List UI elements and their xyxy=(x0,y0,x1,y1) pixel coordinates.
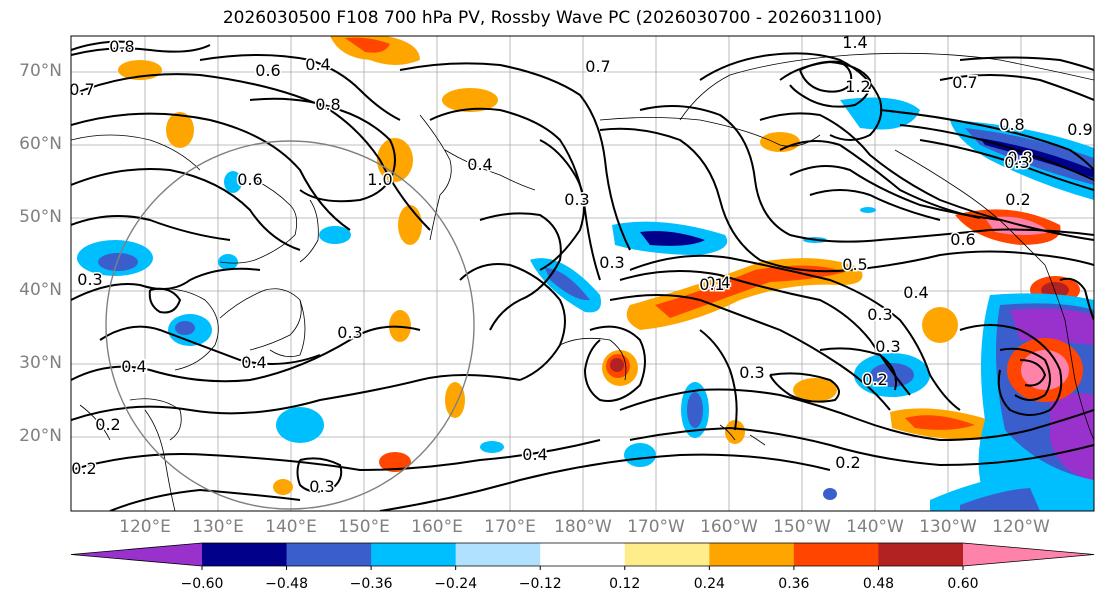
contour-label: 0.6 xyxy=(950,230,975,249)
contour-label: 0.5 xyxy=(842,255,867,274)
lat-label: 50°N xyxy=(19,207,62,227)
contour-label: 0.7 xyxy=(952,73,977,92)
lon-label: 120°E xyxy=(119,517,171,537)
coastlines xyxy=(79,52,1094,511)
contour-label: 0.3 xyxy=(337,323,362,342)
colorbar-tick-label: 0.60 xyxy=(947,576,979,592)
contour-label: 0.7 xyxy=(585,57,610,76)
colorbar-segment xyxy=(793,543,879,566)
colorbar-tick-label: −0.48 xyxy=(265,576,308,592)
colorbar-tick-label: 0.48 xyxy=(862,576,895,592)
contour-label: 0.8 xyxy=(1007,148,1032,167)
contour-label: 0.4 xyxy=(121,357,146,376)
colorbar-segment xyxy=(878,543,964,566)
contour-label: 0.6 xyxy=(255,61,280,80)
lon-label: 160°W xyxy=(700,517,758,537)
lon-label: 150°W xyxy=(773,517,831,537)
lon-label: 160°E xyxy=(411,517,463,537)
colorbar-segment xyxy=(709,543,795,566)
pv-contours xyxy=(71,40,1094,511)
contour-label: 0.3 xyxy=(309,477,334,496)
contour-label: 0.8 xyxy=(109,37,134,56)
contour-label: 0.4 xyxy=(305,55,330,74)
contour-label: 0.3 xyxy=(1004,153,1029,172)
contour-label: 0.8 xyxy=(999,115,1024,134)
lon-label: 130°W xyxy=(919,517,977,537)
great-circle-outline xyxy=(105,140,475,510)
colorbar-tick-label: −0.24 xyxy=(434,576,478,592)
lon-label: 170°W xyxy=(627,517,685,537)
colorbar-segment xyxy=(202,543,288,566)
colorbar-tick-label: 0.12 xyxy=(609,576,641,592)
lat-label: 70°N xyxy=(19,61,62,81)
contour-label: 1.0 xyxy=(367,170,392,189)
lat-label: 60°N xyxy=(19,134,62,154)
lat-label: 30°N xyxy=(19,353,62,373)
colorbar-segment xyxy=(624,543,710,566)
colorbar-segment xyxy=(286,543,372,566)
zero-contours xyxy=(71,134,627,441)
contour-label: 0.7 xyxy=(69,80,94,99)
lon-label: 130°E xyxy=(192,517,244,537)
colorbar-tick-label: −0.12 xyxy=(518,576,562,592)
lat-label: 40°N xyxy=(19,280,62,300)
contour-label: 1.4 xyxy=(842,33,867,52)
contour-labels: 0.80.6 0.40.80.70.71.41.20.70.8 0.90.80.30… xyxy=(68,32,1094,498)
contour-label: 0.2 xyxy=(71,459,96,478)
map-frame xyxy=(70,35,1095,512)
contour-label: 0.2 xyxy=(95,415,120,434)
contour-label: 0.1 xyxy=(699,275,724,294)
lon-label: 120°W xyxy=(992,517,1050,537)
contour-label: 0.3 xyxy=(875,337,900,356)
contour-label: 0.6 xyxy=(237,170,262,189)
colorbar-tick-label: 0.24 xyxy=(693,576,725,592)
contour-label: 0.8 xyxy=(315,95,340,114)
contour-label: 0.3 xyxy=(564,190,589,209)
colorbar-segment xyxy=(371,543,457,566)
contour-label: 0.3 xyxy=(867,305,892,324)
contour-label: 0.2 xyxy=(862,370,887,389)
lat-label: 20°N xyxy=(19,426,62,446)
contour-label: 0.3 xyxy=(739,363,764,382)
lon-label: 180°W xyxy=(554,517,612,537)
lon-label: 140°E xyxy=(265,517,317,537)
colorbar-tick-label: −0.36 xyxy=(349,576,393,592)
contour-label: 0.4 xyxy=(241,353,266,372)
contour-label: 0.2 xyxy=(1005,190,1030,209)
colorbar-segment xyxy=(455,543,541,566)
contour-label: 0.2 xyxy=(835,453,860,472)
lon-label: 150°E xyxy=(338,517,390,537)
contour-label: 0.9 xyxy=(1067,120,1092,139)
lon-label: 170°E xyxy=(484,517,536,537)
contour-label: 0.4 xyxy=(903,283,928,302)
lon-label: 140°W xyxy=(846,517,904,537)
contour-label: 0.3 xyxy=(77,270,102,289)
contour-label: 0.4 xyxy=(522,445,547,464)
colorbar-tick-label: −0.60 xyxy=(180,576,224,592)
colorbar-extend-low xyxy=(71,543,202,566)
contour-label: 1.2 xyxy=(845,77,870,96)
map-title: 2026030500 F108 700 hPa PV, Rossby Wave … xyxy=(222,8,883,28)
colorbar-tick-label: 0.36 xyxy=(778,576,810,592)
contour-label: 0.4 xyxy=(467,155,492,174)
colorbar-extend-high xyxy=(963,543,1094,566)
colorbar xyxy=(70,542,1095,570)
contour-label: 0.3 xyxy=(599,253,624,272)
contour-label: 0.4 xyxy=(705,273,730,292)
colorbar-segment xyxy=(540,543,626,566)
